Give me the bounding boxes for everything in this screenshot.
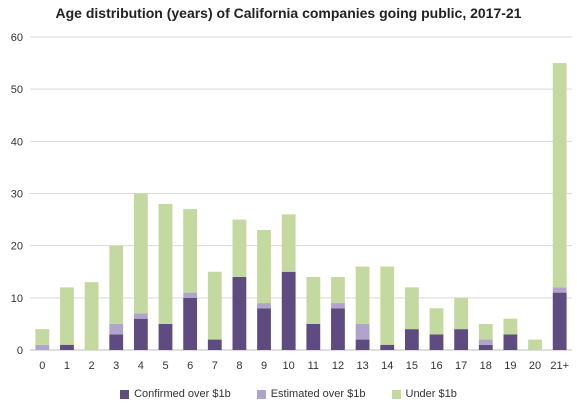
- bar-segment: [257, 308, 271, 350]
- bar-segment: [331, 308, 345, 350]
- bar-segment: [404, 329, 419, 350]
- bar-segment: [478, 339, 493, 345]
- bar-segment: [306, 323, 321, 350]
- bar-segment: [552, 292, 567, 350]
- legend-item: Estimated over $1b: [256, 388, 366, 400]
- bars: [35, 63, 567, 350]
- x-tick-label: 5: [162, 360, 168, 372]
- x-tick-label: 20: [529, 360, 541, 372]
- y-tick-label: 40: [11, 136, 23, 148]
- bar-segment: [281, 271, 296, 350]
- x-tick-label: 18: [480, 360, 492, 372]
- x-tick-label: 16: [430, 360, 442, 372]
- bar-segment: [380, 266, 395, 345]
- x-tick-label: 8: [236, 360, 242, 372]
- bar-segment: [183, 292, 198, 298]
- legend-swatch: [120, 389, 130, 399]
- y-tick-label: 50: [11, 84, 23, 96]
- bar-segment: [207, 339, 222, 350]
- bar-segment: [207, 271, 222, 340]
- bar-segment: [60, 287, 74, 345]
- x-tick-label: 10: [283, 360, 295, 372]
- x-tick-label: 12: [332, 360, 344, 372]
- bar-segment: [183, 209, 198, 293]
- bar-segment: [552, 63, 567, 288]
- y-tick-label: 60: [11, 32, 23, 44]
- x-tick-label: 2: [89, 360, 95, 372]
- bar-segment: [429, 334, 444, 350]
- x-tick-label: 11: [308, 360, 319, 372]
- legend-label: Confirmed over $1b: [134, 388, 231, 400]
- y-tick-label: 20: [11, 241, 23, 253]
- bar-segment: [133, 318, 148, 350]
- x-axis-ticks: 0 1 2 3 4 5 6 7 8 9 10 11 12 13 14 15 16 17 18 19 20 21+: [39, 360, 569, 372]
- bar-segment: [331, 303, 345, 309]
- x-tick-label: 9: [261, 360, 267, 372]
- bar-segment: [306, 276, 321, 324]
- bar-segment: [380, 344, 395, 350]
- legend-item: Under $1b: [391, 388, 457, 400]
- y-tick-label: 10: [11, 293, 23, 305]
- bar-segment: [109, 245, 124, 324]
- chart-title: Age distribution (years) of California c…: [55, 5, 522, 21]
- bar-segment: [355, 266, 370, 324]
- bar-segment: [528, 339, 542, 350]
- bar-segment: [158, 323, 173, 350]
- bar-segment: [232, 219, 247, 277]
- bar-segment: [257, 303, 271, 309]
- bar-segment: [454, 297, 469, 330]
- bar-segment: [257, 230, 271, 304]
- x-tick-label: 13: [356, 360, 368, 372]
- x-tick-label: 0: [39, 360, 45, 372]
- bar-segment: [35, 329, 50, 345]
- bar-segment: [60, 344, 74, 350]
- bar-segment: [503, 334, 518, 350]
- x-tick-label: 19: [504, 360, 516, 372]
- bar-segment: [355, 323, 370, 340]
- y-tick-label: 0: [17, 345, 23, 357]
- x-tick-label: 3: [113, 360, 119, 372]
- x-tick-label: 17: [455, 360, 467, 372]
- legend-swatch: [256, 389, 266, 399]
- bar-segment: [429, 308, 444, 335]
- bar-segment: [454, 329, 469, 350]
- x-tick-label: 7: [212, 360, 218, 372]
- bar-segment: [331, 276, 345, 304]
- bar-segment: [232, 276, 247, 350]
- x-tick-label: 21+: [550, 360, 569, 372]
- bar-segment: [478, 344, 493, 350]
- y-axis-ticks: 0 10 20 30 40 50 60: [11, 32, 23, 357]
- legend-swatch: [391, 389, 401, 399]
- x-tick-label: 4: [138, 360, 144, 372]
- bar-segment: [552, 287, 567, 293]
- bar-segment: [109, 334, 124, 350]
- bar-segment: [35, 344, 50, 350]
- legend-label: Under $1b: [405, 388, 457, 400]
- bar-segment: [183, 297, 198, 350]
- bar-segment: [109, 323, 124, 335]
- bar-segment: [84, 282, 99, 350]
- legend: Confirmed over $1b Estimated over $1b Unde…: [0, 388, 577, 400]
- x-tick-label: 15: [406, 360, 418, 372]
- bar-segment: [503, 318, 518, 335]
- y-tick-label: 30: [11, 189, 23, 201]
- bar-segment: [133, 193, 148, 314]
- bar-segment: [133, 313, 148, 319]
- legend-item: Confirmed over $1b: [120, 388, 231, 400]
- bar-segment: [281, 214, 296, 272]
- x-tick-label: 1: [64, 360, 70, 372]
- bar-segment: [404, 287, 419, 330]
- x-tick-label: 14: [381, 360, 393, 372]
- legend-label: Estimated over $1b: [270, 388, 366, 400]
- bar-segment: [158, 203, 173, 324]
- bar-segment: [478, 323, 493, 340]
- x-tick-label: 6: [187, 360, 193, 372]
- bar-segment: [355, 339, 370, 350]
